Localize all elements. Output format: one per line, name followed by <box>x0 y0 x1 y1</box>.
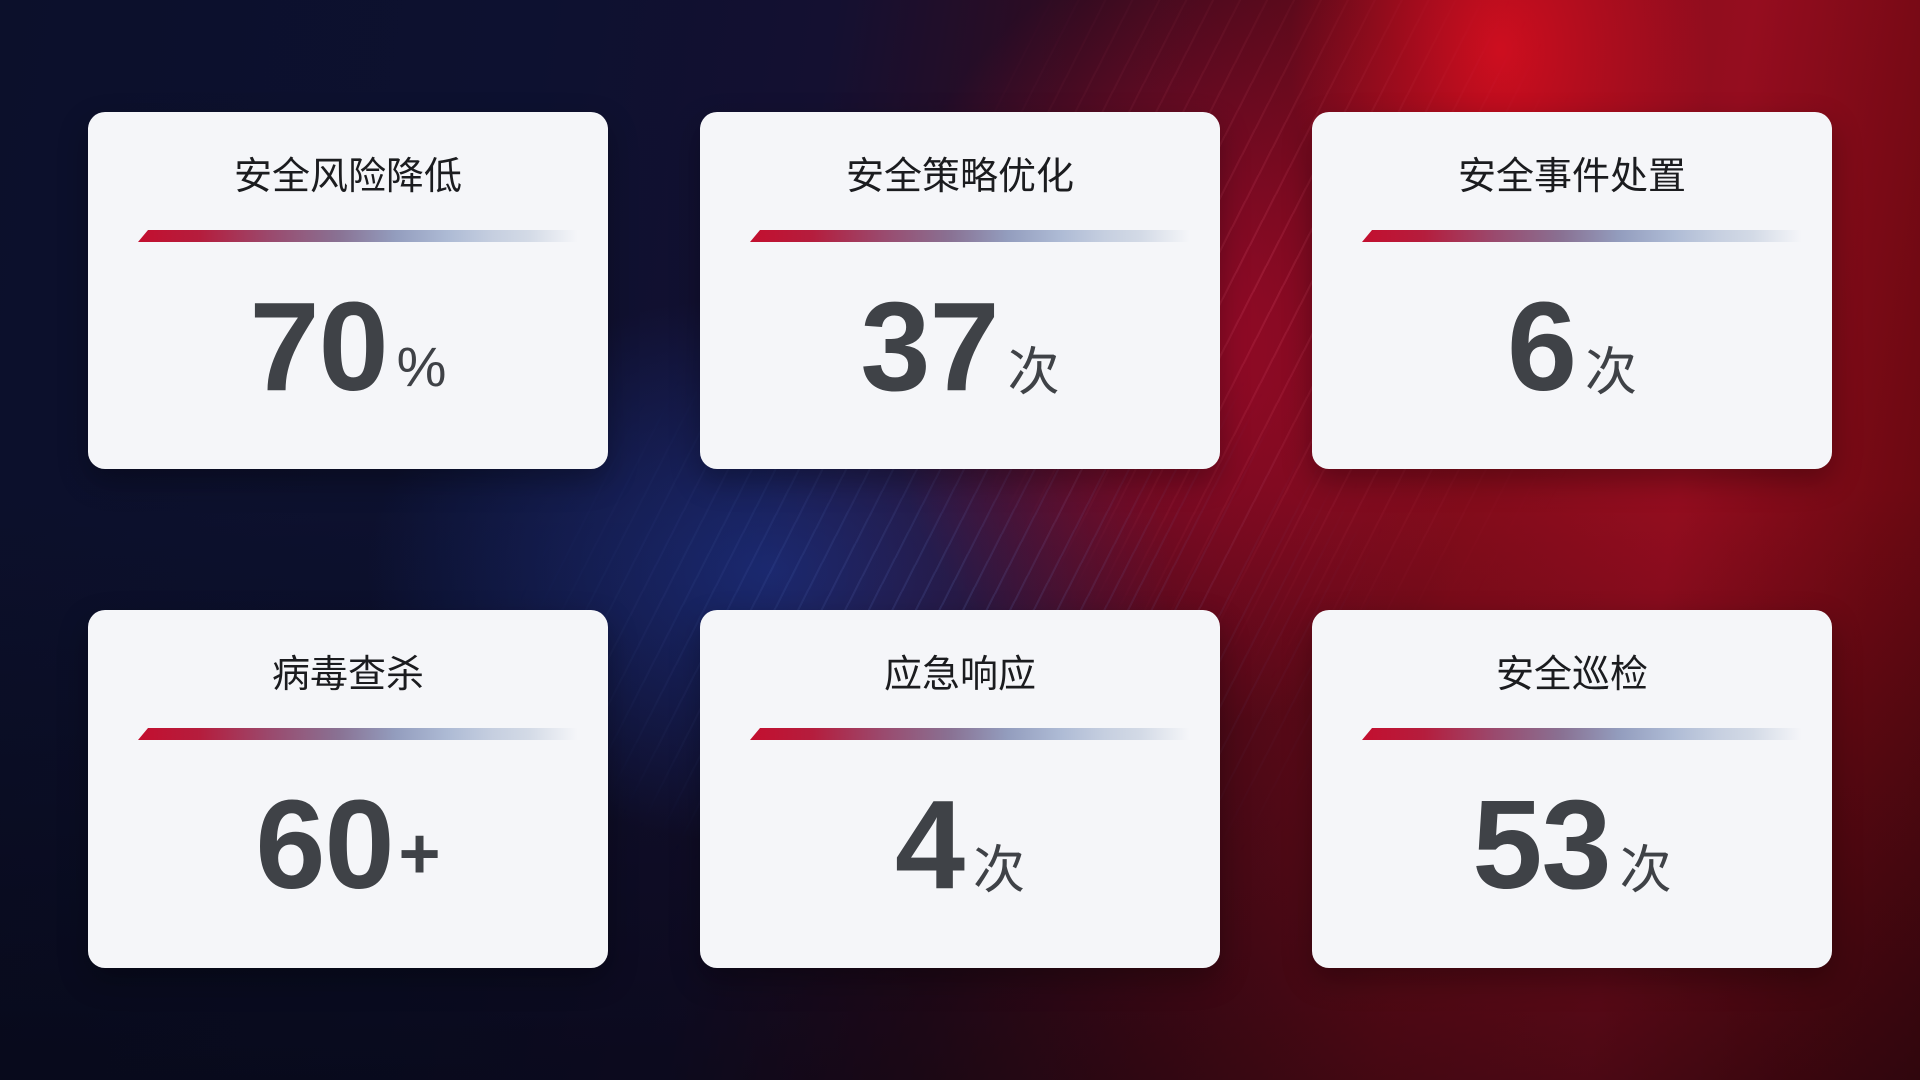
stat-card-incident-handling: 安全事件处置 6 次 <box>1312 112 1832 469</box>
stat-unit: 次 <box>1619 842 1672 900</box>
stat-value: 70 <box>249 276 389 417</box>
stat-card-security-inspection: 安全巡检 53 次 <box>1312 610 1832 968</box>
stat-unit: 次 <box>1007 344 1060 402</box>
stat-unit: 次 <box>1585 344 1638 402</box>
stat-card-title: 安全策略优化 <box>845 156 1074 198</box>
stat-value: 37 <box>860 276 999 417</box>
stat-value-row: 37 次 <box>860 284 1059 410</box>
stat-card-risk-reduction: 安全风险降低 70 % <box>88 112 608 469</box>
stat-card-title: 病毒查杀 <box>271 654 424 696</box>
stat-unit: + <box>398 814 441 894</box>
stat-value-row: 60 + <box>255 782 440 908</box>
stat-value: 60 <box>255 774 394 915</box>
gradient-divider <box>1362 728 1806 740</box>
stat-value-row: 4 次 <box>895 782 1025 908</box>
stat-value: 53 <box>1472 774 1611 915</box>
stat-unit: % <box>396 335 447 398</box>
stat-card-virus-scan: 病毒查杀 60 + <box>88 610 608 968</box>
stat-card-title: 安全巡检 <box>1495 654 1648 696</box>
stat-card-title: 应急响应 <box>883 654 1036 696</box>
gradient-divider <box>138 728 582 740</box>
stat-card-emergency-response: 应急响应 4 次 <box>700 610 1220 968</box>
gradient-divider <box>750 728 1194 740</box>
stat-value: 4 <box>894 774 965 915</box>
stat-card-title: 安全风险降低 <box>233 156 462 198</box>
stat-value-row: 6 次 <box>1507 284 1637 410</box>
gradient-divider <box>138 230 582 242</box>
stat-value-row: 70 % <box>250 284 447 410</box>
gradient-divider <box>750 230 1194 242</box>
stat-unit: 次 <box>973 842 1026 900</box>
gradient-divider <box>1362 230 1806 242</box>
stat-card-policy-optimization: 安全策略优化 37 次 <box>700 112 1220 469</box>
stat-value: 6 <box>1506 276 1577 417</box>
stat-card-title: 安全事件处置 <box>1457 156 1686 198</box>
stat-value-row: 53 次 <box>1472 782 1671 908</box>
